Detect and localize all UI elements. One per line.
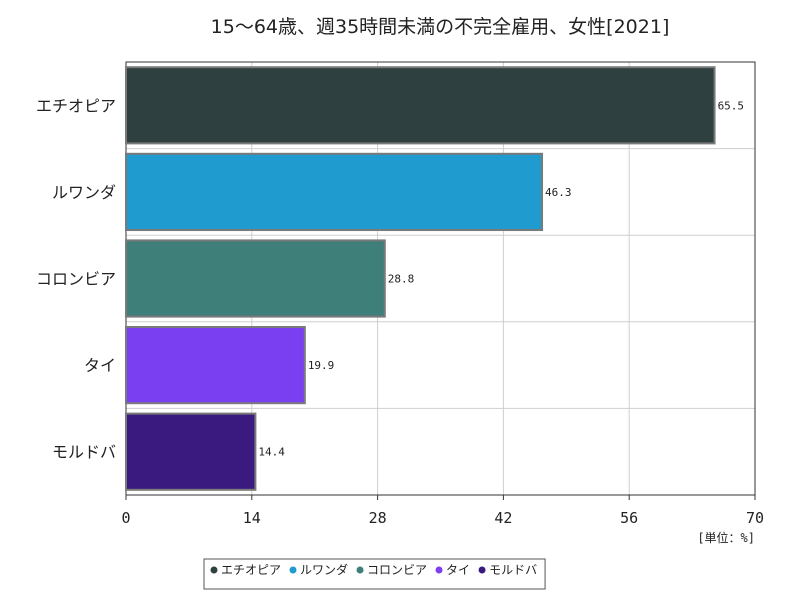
- tick-label: 28: [369, 509, 387, 527]
- category-label: タイ: [84, 356, 116, 375]
- tick-label: 70: [746, 509, 764, 527]
- bar: [125, 152, 544, 232]
- bar: [125, 239, 386, 318]
- data-label: 46.3: [545, 186, 572, 199]
- category-label: モルドバ: [52, 443, 116, 462]
- legend-marker: [210, 566, 218, 574]
- tick-label: 42: [494, 509, 512, 527]
- tick-label: 14: [243, 509, 261, 527]
- legend-entry: ルワンダ: [300, 562, 348, 577]
- data-label: 14.4: [258, 446, 285, 459]
- category-label: ルワンダ: [52, 183, 116, 202]
- legend-entry: エチオピア: [221, 563, 281, 577]
- data-labels: 65.5 46.3 28.8 19.9 14.4: [258, 99, 744, 458]
- legend-marker: [478, 566, 486, 574]
- category-label: エチオピア: [36, 96, 116, 115]
- bars: [125, 66, 716, 491]
- tick-label: 0: [121, 509, 130, 527]
- bar: [125, 66, 716, 145]
- x-axis-ticks: 0 14 28 42 56 70: [121, 495, 764, 527]
- legend-entry: コロンビア: [367, 563, 427, 577]
- legend-box: [203, 558, 546, 590]
- bar: [125, 412, 257, 491]
- legend-entry: タイ: [446, 563, 470, 577]
- legend-entry: モルドバ: [489, 563, 537, 577]
- legend: エチオピア ルワンダ コロンビア タイ モルドバ: [203, 558, 546, 590]
- tick-label: 56: [620, 509, 638, 527]
- category-label: コロンビア: [36, 270, 116, 289]
- data-label: 28.8: [388, 273, 415, 286]
- data-label: 65.5: [718, 99, 745, 112]
- legend-marker: [289, 566, 297, 574]
- legend-marker: [435, 566, 443, 574]
- data-label: 19.9: [308, 359, 335, 372]
- chart-title: 15～64歳、週35時間未満の不完全雇用、女性[2021]: [211, 16, 670, 38]
- bar: [125, 325, 306, 405]
- legend-marker: [356, 566, 364, 574]
- unit-label: [単位：%]: [697, 530, 755, 545]
